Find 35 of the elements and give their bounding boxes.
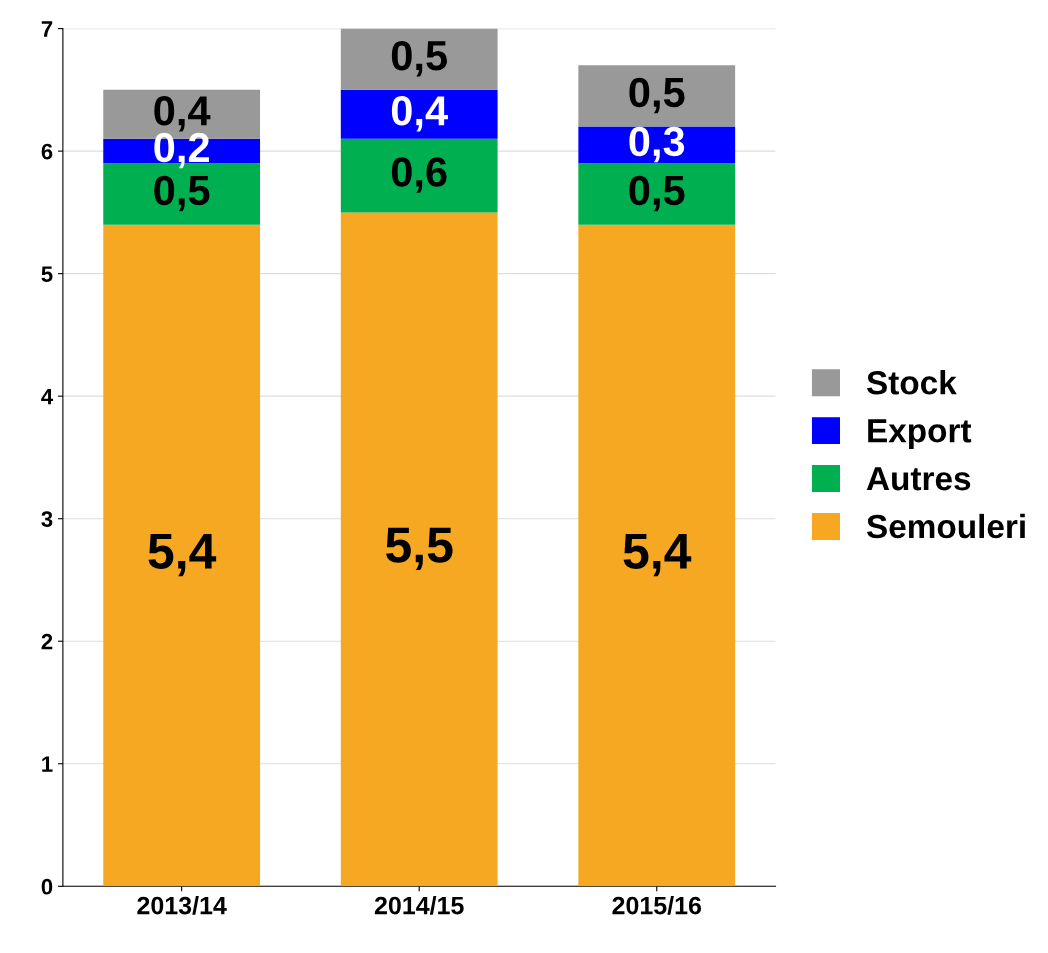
bar — [578, 224, 736, 887]
data-label: 0,5 — [154, 175, 210, 212]
legend-label: Autres — [866, 467, 971, 491]
bar — [340, 28, 498, 90]
y-tick-label: 1 — [42, 756, 53, 772]
bar — [340, 89, 498, 139]
bar — [103, 224, 261, 887]
data-label: 0,5 — [629, 175, 685, 212]
bar — [578, 163, 736, 225]
legend-label: Semouleri — [866, 513, 1025, 539]
data-label: 5,4 — [623, 533, 692, 577]
data-label: 0,6 — [391, 157, 447, 193]
data-label: 0,2 — [154, 132, 209, 169]
y-tick-label: 4 — [41, 388, 54, 405]
bar — [340, 138, 498, 213]
bar — [578, 65, 736, 127]
data-label: 5,5 — [385, 527, 453, 571]
bar — [340, 212, 498, 887]
x-tick-label: 2015/16 — [612, 896, 702, 915]
y-tick-label: 0 — [41, 878, 53, 895]
y-tick-label: 6 — [41, 143, 53, 160]
data-label: 0,5 — [629, 77, 685, 114]
legend-label: Stock — [866, 370, 957, 395]
data-label: 0,3 — [629, 126, 685, 163]
y-tick-label: 3 — [41, 511, 53, 528]
y-tick-label: 7 — [41, 21, 53, 37]
y-tick-label: 5 — [41, 266, 53, 282]
x-tick-label: 2013/14 — [137, 896, 227, 915]
data-label: 0,5 — [391, 40, 447, 77]
legend-label: Export — [868, 419, 972, 450]
x-tick-label: 2014/15 — [374, 896, 464, 915]
data-label: 5,4 — [148, 533, 217, 577]
data-label: 0,4 — [391, 96, 448, 132]
y-tick-label: 2 — [41, 633, 53, 650]
data-label: 0,4 — [154, 96, 211, 132]
